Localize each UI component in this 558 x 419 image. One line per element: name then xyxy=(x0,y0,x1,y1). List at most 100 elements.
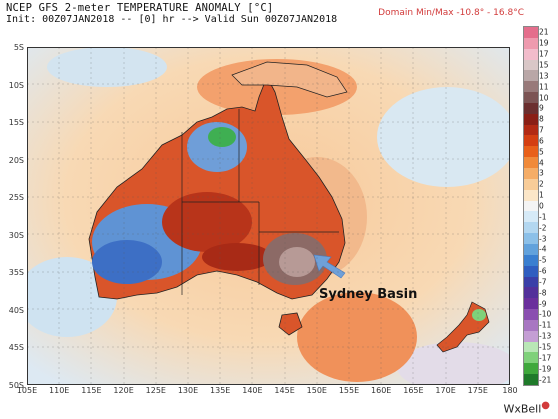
colorbar-swatch xyxy=(524,298,538,310)
colorbar-swatch xyxy=(524,200,538,212)
wxbell-logo: WxBell● xyxy=(503,400,550,416)
latitude-label: 45S xyxy=(8,343,24,352)
colorbar-swatch xyxy=(524,92,538,104)
longitude-label: 105E xyxy=(16,386,38,395)
colorbar-label: -15 xyxy=(539,342,552,352)
longitude-label: 155E xyxy=(338,386,360,395)
graticule xyxy=(27,47,510,385)
colorbar-swatch xyxy=(524,157,538,169)
latitude-label: 5S xyxy=(13,43,24,52)
longitude-label: 150E xyxy=(306,386,327,395)
colorbar-label: -11 xyxy=(539,320,552,330)
colorbar-label: 1 xyxy=(539,190,544,200)
brand-text: WxBell xyxy=(503,402,542,416)
colorbar-label: -3 xyxy=(539,234,547,244)
colorbar-label: 2 xyxy=(539,179,544,189)
colorbar-swatch xyxy=(524,27,538,39)
colorbar-label: 17 xyxy=(539,49,549,59)
cool-anomaly-region xyxy=(27,257,117,337)
colorbar-swatch xyxy=(524,341,538,353)
colorbar-swatch xyxy=(524,243,538,256)
latitude-label: 50S xyxy=(8,380,24,390)
new-guinea xyxy=(231,61,348,98)
colorbar-swatch xyxy=(524,37,538,50)
longitude-label: 115E xyxy=(81,386,102,395)
longitude-label: 175E xyxy=(467,386,488,395)
warm-anomaly-region xyxy=(297,292,417,382)
colorbar-label: -8 xyxy=(539,288,547,298)
colorbar-swatch xyxy=(524,352,538,364)
cool-anomaly-region xyxy=(92,240,162,284)
colorbar-swatch xyxy=(524,124,538,136)
hot-anomaly-sydney-basin xyxy=(279,247,315,277)
colorbar-swatch xyxy=(524,178,538,191)
domain-min-max: Domain Min/Max -10.8° - 16.8°C xyxy=(378,8,524,18)
longitude-label: 135E xyxy=(210,386,231,395)
colorbar-label: 15 xyxy=(539,60,549,70)
colorbar-label: 13 xyxy=(539,71,549,81)
colorbar-label: -7 xyxy=(539,277,547,287)
header: NCEP GFS 2-meter TEMPERATURE ANOMALY [°C… xyxy=(0,0,558,30)
colorbar-label: 8 xyxy=(539,114,544,124)
cool-anomaly-region xyxy=(47,47,167,87)
colorbar-label: -21 xyxy=(539,375,552,385)
colorbar-swatch xyxy=(524,189,538,202)
colorbar-swatch xyxy=(524,102,538,115)
colorbar-label: 10 xyxy=(539,93,549,102)
colorbar-label: 11 xyxy=(539,82,549,92)
colorbar-swatch xyxy=(524,211,538,223)
colorbar-swatch xyxy=(524,59,538,71)
colorbar-label: -4 xyxy=(539,244,547,254)
warm-anomaly-region xyxy=(162,192,252,252)
colorbar-swatch xyxy=(524,222,538,234)
colorbar-label: -10 xyxy=(539,309,552,319)
colorbar-swatch xyxy=(524,254,538,267)
colorbar-swatch xyxy=(524,309,538,321)
cool-anomaly-region xyxy=(377,87,510,187)
colorbar-label: -19 xyxy=(539,364,552,374)
colorbar-label: 21 xyxy=(539,27,549,37)
colorbar-label: -5 xyxy=(539,255,547,265)
init-valid-line: Init: 00Z07JAN2018 -- [0] hr --> Valid S… xyxy=(6,14,338,25)
colorbar-label: 19 xyxy=(539,38,549,48)
colorbar-label: -1 xyxy=(539,212,547,222)
cool-anomaly-region xyxy=(397,342,510,385)
longitude-label: 170E xyxy=(435,386,456,395)
cool-anomaly-region xyxy=(472,309,486,321)
colorbar-swatch xyxy=(524,363,538,375)
warm-anomaly-region xyxy=(202,243,272,271)
latitude-label: 35S xyxy=(8,268,24,277)
colorbar-label: -17 xyxy=(539,353,552,363)
map-frame xyxy=(27,47,510,385)
colorbar xyxy=(523,26,539,386)
cool-anomaly-region xyxy=(208,127,236,147)
colorbar-label: -6 xyxy=(539,266,547,276)
colorbar-label: 3 xyxy=(539,168,544,178)
colorbar-label: -9 xyxy=(539,299,547,309)
colorbar-label: -13 xyxy=(539,331,552,341)
colorbar-swatch xyxy=(524,276,538,288)
longitude-label: 120E xyxy=(113,386,134,395)
logo-dot-icon: ● xyxy=(541,400,550,411)
tasmania xyxy=(278,312,303,336)
colorbar-swatch xyxy=(524,81,538,93)
colorbar-label: 6 xyxy=(539,136,544,146)
colorbar-swatch xyxy=(524,146,538,158)
colorbar-label: 0 xyxy=(539,201,544,211)
colorbar-swatch xyxy=(524,70,538,82)
sydney-arrow xyxy=(313,254,346,279)
latitude-label: 20S xyxy=(8,155,24,165)
colorbar-label: 7 xyxy=(539,125,544,135)
anomaly-map xyxy=(27,47,510,385)
colorbar-label: 4 xyxy=(539,158,544,168)
colorbar-label: 5 xyxy=(539,147,544,157)
longitude-label: 110E xyxy=(49,386,70,395)
colorbar-swatch xyxy=(524,233,538,245)
colorbar-swatch xyxy=(524,319,538,332)
longitude-label: 160E xyxy=(371,386,392,395)
longitude-label: 125E xyxy=(145,386,166,395)
longitude-label: 130E xyxy=(177,386,199,395)
latitude-label: 30S xyxy=(8,230,24,240)
longitude-label: 165E xyxy=(403,386,424,395)
latitude-label: 40S xyxy=(8,305,24,315)
